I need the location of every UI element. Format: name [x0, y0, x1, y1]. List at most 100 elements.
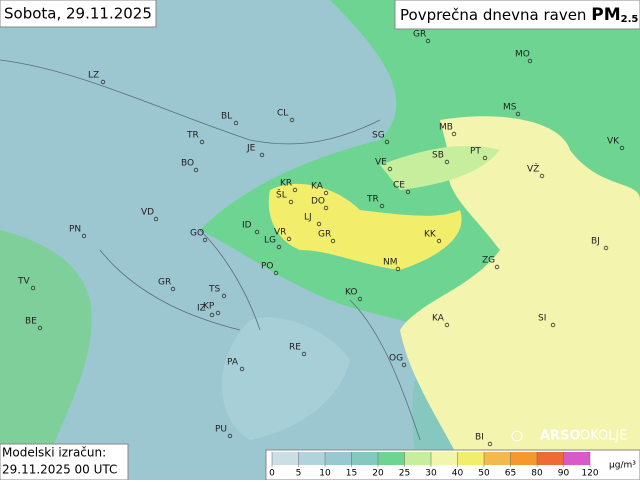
city-label: LJ [304, 213, 312, 223]
pollutant: PM [591, 5, 620, 25]
legend-tick-label: 40 [452, 469, 464, 479]
legend-tick-label: 20 [372, 469, 384, 479]
city-label: SB [432, 151, 444, 161]
city-label: SG [372, 131, 385, 141]
legend-swatch [378, 452, 405, 465]
city-label: IZ [197, 304, 206, 314]
city-label: VK [607, 137, 620, 147]
legend-tick-label: 80 [531, 469, 543, 479]
city-label: ŠL [276, 189, 287, 201]
pollutant-sub: 2.5 [621, 14, 639, 25]
city-dot [357, 296, 363, 302]
city-label: VD [141, 208, 154, 218]
city-label: GR [318, 230, 331, 240]
logo-section: OKOLJE [580, 429, 628, 444]
city-dot [379, 203, 385, 209]
city-label: KP [203, 302, 215, 312]
city-label: KK [424, 230, 437, 240]
city-dot [330, 238, 336, 244]
city-dot [288, 199, 294, 205]
legend-tick-label: 25 [399, 469, 410, 479]
title: Povprečna dnevna raven PM2.5 [400, 5, 638, 25]
city-dot [289, 117, 295, 123]
model-line1: Modelski izračun: [2, 446, 106, 460]
city-dot [202, 237, 208, 243]
legend-tick-label: 65 [505, 469, 516, 479]
city-label: KA [311, 182, 324, 192]
city-dot [254, 229, 260, 235]
city-label: PN [69, 225, 81, 235]
city-label: RE [289, 343, 301, 353]
city-dot [444, 322, 450, 328]
legend-swatch [431, 452, 458, 465]
city-dot [482, 155, 488, 161]
city-label: BE [25, 317, 37, 327]
city-label: KA [432, 314, 445, 324]
city-label: ZG [482, 256, 495, 266]
legend-swatch [563, 452, 590, 465]
model-box [0, 443, 129, 481]
city-label: NM [383, 258, 398, 268]
legend-unit: µg/m³ [609, 461, 636, 471]
city-label: TS [208, 285, 220, 295]
logo-icon [511, 430, 523, 442]
zone-medium [380, 145, 500, 190]
legend-tick-label: 30 [425, 469, 437, 479]
legend-swatch [272, 452, 299, 465]
city-label: OG [389, 354, 403, 364]
city-label: BJ [591, 237, 600, 247]
city-dot [81, 233, 87, 239]
city-label: VR [274, 228, 286, 238]
legend-swatch [404, 452, 431, 465]
city-dot [515, 111, 521, 117]
city-dot [239, 366, 245, 372]
legend-tick-label: 0 [269, 469, 275, 479]
city-dot [30, 285, 36, 291]
city-label: BL [221, 112, 232, 122]
legend-tick-label: 5 [296, 469, 302, 479]
city-dot [487, 441, 493, 447]
city-dot [323, 205, 329, 211]
city-label: KR [280, 179, 292, 189]
city-label: PT [470, 147, 481, 157]
city-label: PO [261, 262, 274, 272]
city-label: CE [393, 181, 405, 191]
city-dot [539, 173, 545, 179]
city-label: TV [17, 277, 30, 287]
legend-tick-label: 90 [558, 469, 570, 479]
city-dot [387, 166, 393, 172]
city-dot [153, 216, 159, 222]
city-dot [301, 351, 307, 357]
city-label: BI [475, 433, 484, 443]
city-dot [286, 236, 292, 242]
date-label: Sobota, 29.11.2025 [4, 5, 152, 23]
istria-zone [221, 317, 350, 440]
city-dot [100, 79, 106, 85]
legend-swatch [298, 452, 325, 465]
city-dot [233, 120, 239, 126]
city-label: PU [215, 425, 227, 435]
city-dot [221, 293, 227, 299]
city-dot [227, 433, 233, 439]
city-dot [436, 238, 442, 244]
city-dot [444, 159, 450, 165]
city-dot [170, 286, 176, 292]
zone-yellow [400, 116, 640, 480]
city-dot [395, 266, 401, 272]
city-label: ID [242, 221, 252, 231]
legend-swatch [537, 452, 564, 465]
city-label: TR [186, 131, 199, 141]
city-dot [384, 139, 390, 145]
zone-green-west [0, 230, 92, 480]
legend-tick-label: 15 [346, 469, 357, 479]
city-dot [603, 245, 609, 251]
title-box [394, 0, 640, 30]
city-dot [209, 312, 215, 318]
city-dot [37, 325, 43, 331]
city-dot [316, 221, 322, 227]
city-label: KO [345, 288, 358, 298]
city-dot [451, 131, 457, 137]
legend-swatch [325, 452, 352, 465]
city-dot [401, 362, 407, 368]
